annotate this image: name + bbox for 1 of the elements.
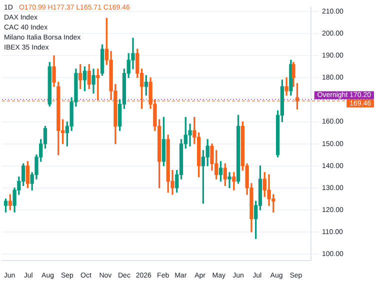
candlestick bbox=[228, 172, 232, 188]
